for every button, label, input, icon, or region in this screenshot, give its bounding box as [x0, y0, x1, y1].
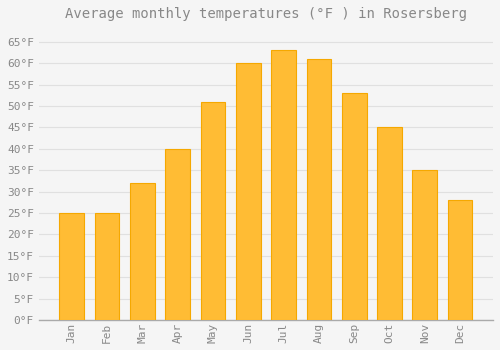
Bar [236, 63, 260, 320]
Bar [342, 93, 366, 320]
Bar [306, 59, 331, 320]
Bar [412, 170, 437, 320]
Bar [448, 200, 472, 320]
Title: Average monthly temperatures (°F ) in Rosersberg: Average monthly temperatures (°F ) in Ro… [65, 7, 467, 21]
Bar [60, 213, 84, 320]
Bar [94, 213, 120, 320]
Bar [271, 50, 296, 320]
Bar [166, 149, 190, 320]
Bar [200, 102, 226, 320]
Bar [377, 127, 402, 320]
Bar [130, 183, 155, 320]
